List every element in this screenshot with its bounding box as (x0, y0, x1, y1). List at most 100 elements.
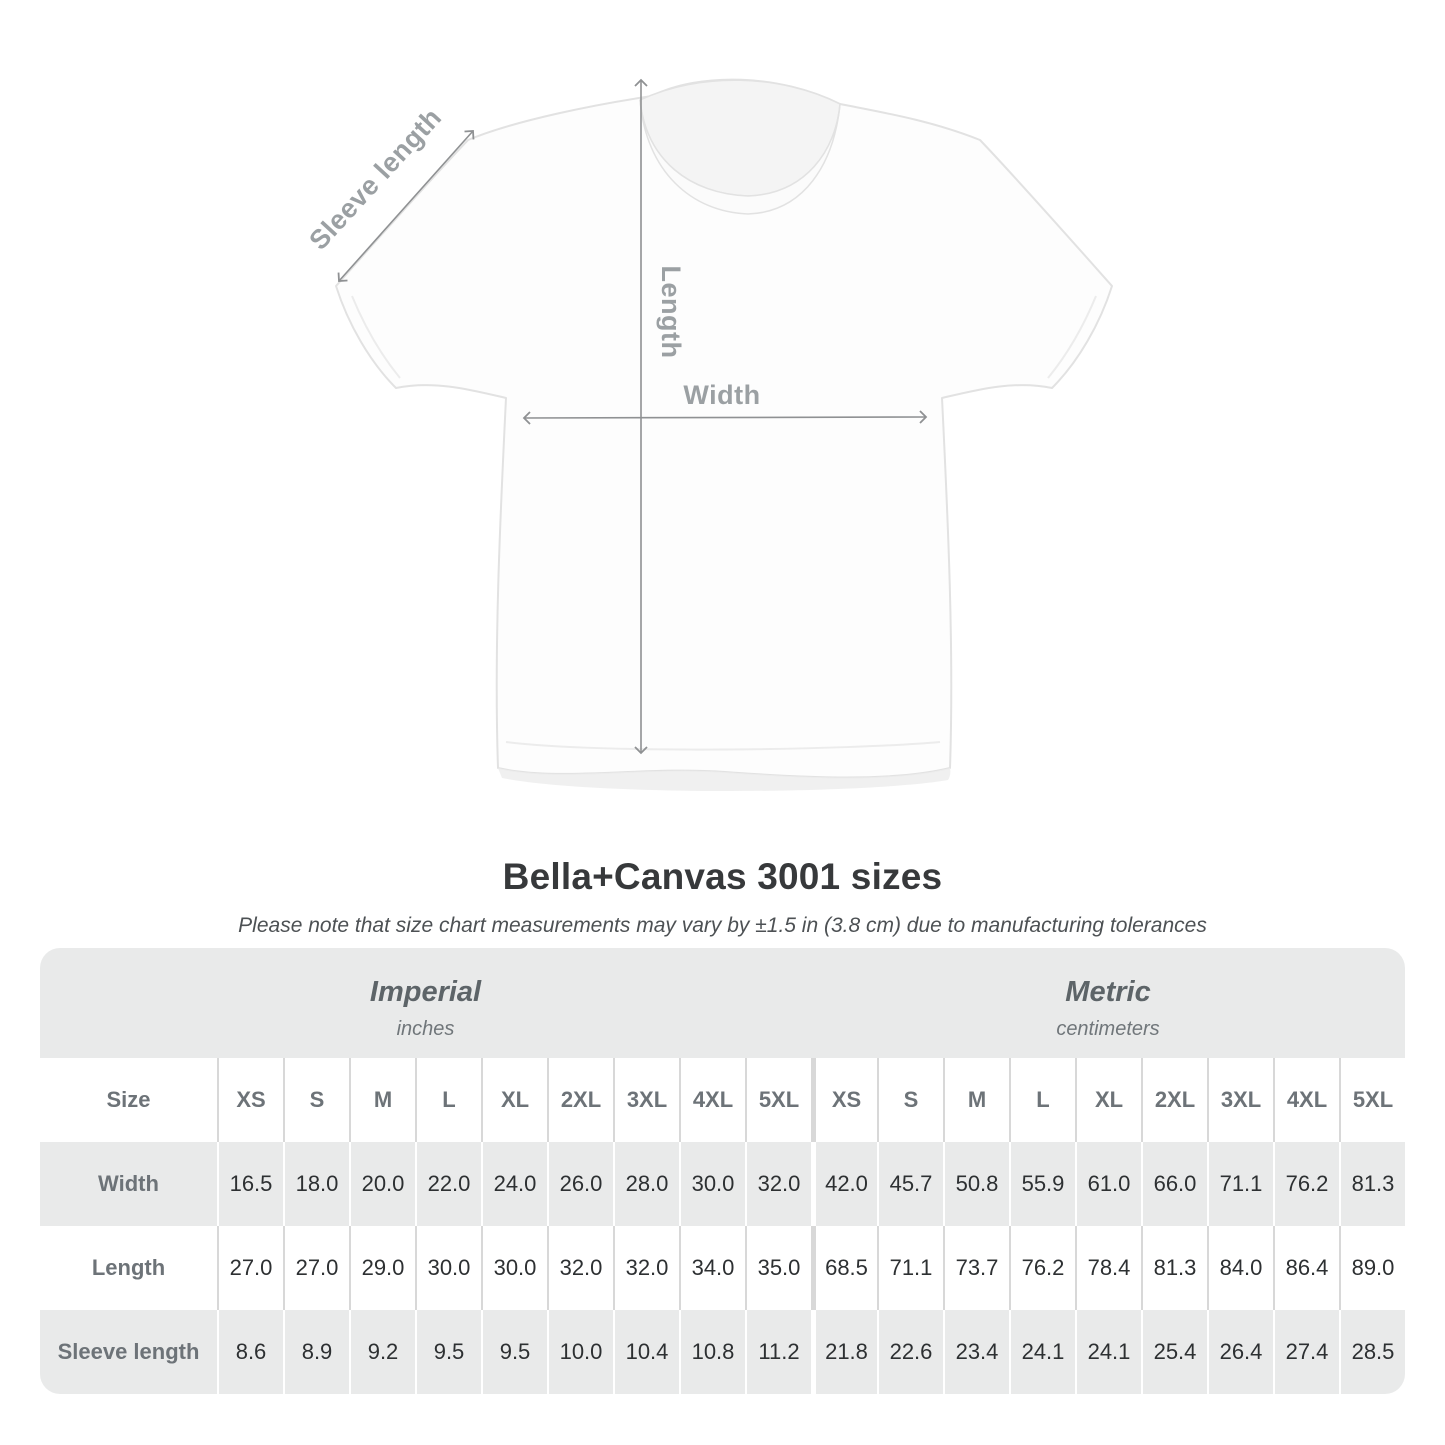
measurement-value: 11.2 (745, 1310, 811, 1394)
measurement-value: 32.0 (745, 1142, 811, 1226)
measurement-value: 50.8 (943, 1142, 1009, 1226)
measurement-value: 29.0 (349, 1226, 415, 1310)
size-col-header: M (349, 1058, 415, 1142)
size-col-header: XL (1075, 1058, 1141, 1142)
measurement-value: 76.2 (1273, 1142, 1339, 1226)
size-col-header: 5XL (1339, 1058, 1405, 1142)
measurement-value: 8.9 (283, 1310, 349, 1394)
size-col-header: 2XL (1141, 1058, 1207, 1142)
measurement-value: 34.0 (679, 1226, 745, 1310)
measurement-value: 81.3 (1339, 1142, 1405, 1226)
size-col-header: 5XL (745, 1058, 811, 1142)
page-title: Bella+Canvas 3001 sizes (502, 856, 943, 897)
size-table: Imperial inches Metric centimeters Size … (40, 948, 1405, 1394)
measurement-value: 24.1 (1009, 1310, 1075, 1394)
tshirt-measurement-diagram: Sleeve length Length Width (303, 78, 1113, 791)
imperial-header: Imperial inches (40, 948, 811, 1058)
measurement-value: 28.0 (613, 1142, 679, 1226)
size-col-header: XL (481, 1058, 547, 1142)
measurement-value: 71.1 (877, 1226, 943, 1310)
sleeve-length-arrow (337, 130, 475, 282)
title-block: Bella+Canvas 3001 sizes Please note that… (0, 856, 1445, 938)
row-label: Length (91, 1255, 166, 1280)
measurement-value: 25.4 (1141, 1310, 1207, 1394)
measurement-value: 89.0 (1339, 1226, 1405, 1310)
measurement-value: 28.5 (1339, 1310, 1405, 1394)
measurement-value: 22.6 (877, 1310, 943, 1394)
measurement-value: 66.0 (1141, 1142, 1207, 1226)
measurement-value: 81.3 (1141, 1226, 1207, 1310)
size-col-header: L (1009, 1058, 1075, 1142)
measurement-value: 26.4 (1207, 1310, 1273, 1394)
size-col-header: XS (811, 1058, 877, 1142)
measurement-value: 61.0 (1075, 1142, 1141, 1226)
measurement-row-width: Width 16.5 18.0 20.0 22.0 24.0 26.0 28.0 30.0 32.… (40, 1142, 1405, 1226)
measurement-value: 16.5 (217, 1142, 283, 1226)
measurement-value: 10.8 (679, 1310, 745, 1394)
row-label: Sleeve length (57, 1339, 200, 1364)
measurement-value: 73.7 (943, 1226, 1009, 1310)
measurement-value: 27.4 (1273, 1310, 1339, 1394)
measurement-value: 22.0 (415, 1142, 481, 1226)
measurement-value: 18.0 (283, 1142, 349, 1226)
measurement-value: 9.5 (415, 1310, 481, 1394)
measurement-value: 30.0 (415, 1226, 481, 1310)
size-col-header: 4XL (1273, 1058, 1339, 1142)
measurement-value: 10.4 (613, 1310, 679, 1394)
measurement-row-sleeve-length: Sleeve length 8.6 8.9 9.2 9.5 9.5 10.0 10.4 10.8… (40, 1310, 1405, 1394)
measurement-value: 27.0 (283, 1226, 349, 1310)
size-col-header: XS (217, 1058, 283, 1142)
measurement-value: 78.4 (1075, 1226, 1141, 1310)
imperial-title: Imperial (369, 976, 482, 1008)
measurement-value: 35.0 (745, 1226, 811, 1310)
width-arrow (522, 410, 928, 425)
measurement-arrows (337, 78, 928, 755)
measurement-value: 21.8 (811, 1310, 877, 1394)
measurement-value: 32.0 (547, 1226, 613, 1310)
measurement-value: 42.0 (811, 1142, 877, 1226)
measurement-value: 10.0 (547, 1310, 613, 1394)
measurement-value: 55.9 (1009, 1142, 1075, 1226)
metric-header: Metric centimeters (811, 948, 1405, 1058)
measurement-value: 20.0 (349, 1142, 415, 1226)
length-label: Length (656, 266, 686, 359)
size-col-header: M (943, 1058, 1009, 1142)
size-header-row: Size XS S M L XL 2XL 3XL 4XL 5XL XS S M L XL 2XL 3XL 4XL… (40, 1058, 1405, 1142)
measurement-value: 9.5 (481, 1310, 547, 1394)
width-label: Width (683, 380, 760, 410)
imperial-unit: inches (396, 1018, 455, 1040)
size-col-header: S (283, 1058, 349, 1142)
unit-header-band: Imperial inches Metric centimeters (40, 948, 1405, 1058)
measurement-value: 8.6 (217, 1310, 283, 1394)
metric-title: Metric (1065, 976, 1151, 1008)
tolerance-note: Please note that size chart measurements… (238, 914, 1207, 937)
measurement-value: 84.0 (1207, 1226, 1273, 1310)
row-label: Width (98, 1171, 159, 1196)
measurement-value: 9.2 (349, 1310, 415, 1394)
tshirt-image (335, 78, 1113, 791)
size-col-header: 3XL (613, 1058, 679, 1142)
measurement-value: 32.0 (613, 1226, 679, 1310)
size-header-label: Size (106, 1087, 151, 1112)
measurement-row-length: Length 27.0 27.0 29.0 30.0 30.0 32.0 32.0 34.0 35… (40, 1226, 1405, 1310)
measurement-value: 45.7 (877, 1142, 943, 1226)
measurement-value: 23.4 (943, 1310, 1009, 1394)
size-col-header: 3XL (1207, 1058, 1273, 1142)
measurement-value: 30.0 (679, 1142, 745, 1226)
measurement-value: 26.0 (547, 1142, 613, 1226)
metric-unit: centimeters (1056, 1018, 1160, 1040)
collar-band (639, 99, 841, 215)
measurement-value: 86.4 (1273, 1226, 1339, 1310)
measurement-value: 68.5 (811, 1226, 877, 1310)
measurement-value: 24.1 (1075, 1310, 1141, 1394)
size-col-header: S (877, 1058, 943, 1142)
measurement-value: 27.0 (217, 1226, 283, 1310)
size-col-header: 4XL (679, 1058, 745, 1142)
measurement-value: 76.2 (1009, 1226, 1075, 1310)
measurement-value: 24.0 (481, 1142, 547, 1226)
size-col-header: 2XL (547, 1058, 613, 1142)
measurement-value: 30.0 (481, 1226, 547, 1310)
size-col-header: L (415, 1058, 481, 1142)
measurement-value: 71.1 (1207, 1142, 1273, 1226)
